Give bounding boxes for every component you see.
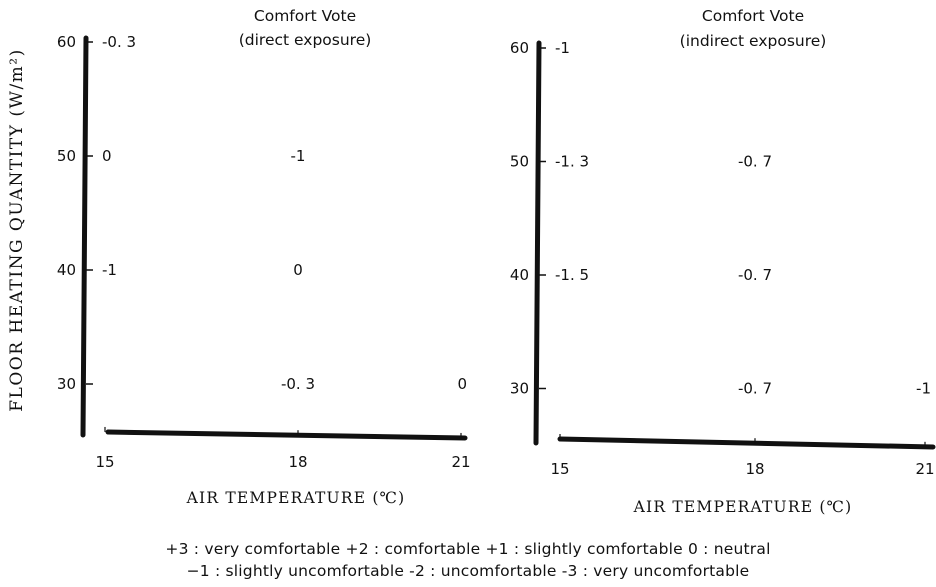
direct-vote-value: 0: [102, 147, 112, 165]
indirect-vote-value: -1. 5: [555, 266, 589, 284]
direct-subtitle: (direct exposure): [239, 31, 372, 49]
direct-x-tick-label: 21: [451, 453, 470, 471]
legend-line-1: +3 : very comfortable +2 : comfortable +…: [165, 540, 771, 558]
direct-vote-value: -0. 3: [102, 33, 136, 51]
indirect-subtitle: (indirect exposure): [680, 32, 827, 50]
indirect-x-axis-label: AIR TEMPERATURE (℃): [633, 498, 853, 516]
indirect-y-tick-label: 60: [510, 39, 529, 57]
indirect-vote-value: -1. 3: [555, 153, 589, 171]
direct-y-tick-label: 50: [57, 147, 76, 165]
indirect-x-tick-label: 18: [745, 460, 764, 478]
y-axis-label: FLOOR HEATING QUANTITY (W/m²): [7, 48, 27, 411]
indirect-y-tick-label: 50: [510, 153, 529, 171]
direct-vote-value: -0. 3: [281, 375, 315, 393]
direct-x-tick-label: 18: [288, 453, 307, 471]
indirect-vote-value: -0. 7: [738, 266, 772, 284]
indirect-vote-value: -0. 7: [738, 380, 772, 398]
direct-vote-value: -1: [291, 147, 306, 165]
chart-panels: Comfort Vote (direct exposure) 60 50 40 30 15 1…: [57, 7, 936, 516]
direct-panel: Comfort Vote (direct exposure) 60 50 40 30 15 1…: [57, 7, 471, 507]
indirect-y-tick-label: 40: [510, 266, 529, 284]
direct-vote-value: 0: [457, 375, 467, 393]
indirect-x-tick-label: 15: [550, 460, 569, 478]
indirect-panel: Comfort Vote (indirect exposure) 60 50 40 30 1…: [510, 7, 936, 516]
direct-y-axis: [80, 35, 89, 438]
indirect-title: Comfort Vote: [702, 7, 804, 25]
direct-title: Comfort Vote: [254, 7, 356, 25]
direct-vote-value: 0: [293, 261, 303, 279]
indirect-x-axis: [557, 436, 936, 450]
indirect-vote-value: -1: [555, 39, 570, 57]
direct-x-tick-label: 15: [95, 453, 114, 471]
direct-vote-value: -1: [102, 261, 117, 279]
direct-y-tick-label: 30: [57, 375, 76, 393]
indirect-y-tick-label: 30: [510, 380, 529, 398]
indirect-vote-value: -0. 7: [738, 153, 772, 171]
direct-y-tick-label: 60: [57, 33, 76, 51]
indirect-x-tick-label: 21: [915, 460, 934, 478]
direct-x-axis: [105, 429, 468, 441]
legend-line-2: −1 : slightly uncomfortable -2 : uncomfo…: [186, 562, 750, 580]
indirect-vote-value: -1: [916, 380, 931, 398]
indirect-y-axis: [533, 40, 542, 446]
direct-x-axis-label: AIR TEMPERATURE (℃): [186, 489, 406, 507]
direct-y-tick-label: 40: [57, 261, 76, 279]
